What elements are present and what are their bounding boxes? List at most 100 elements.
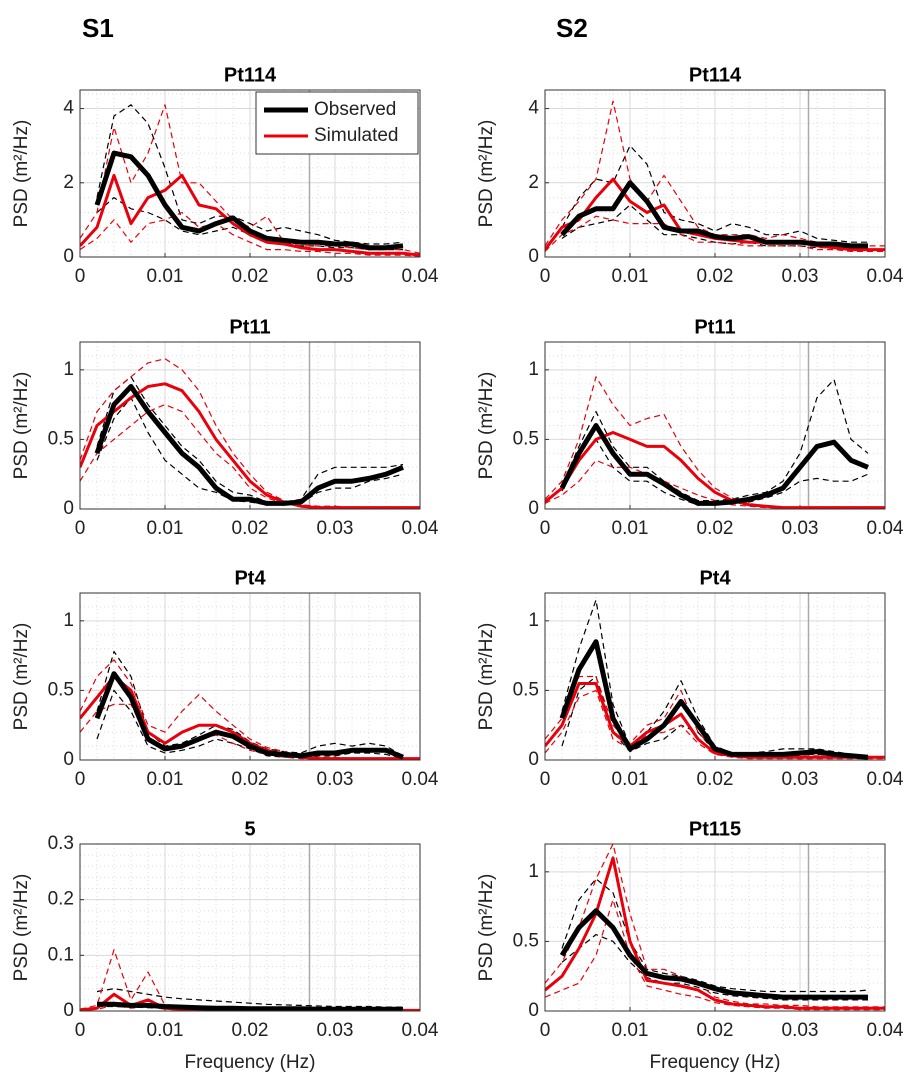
- series-line: [94, 150, 404, 251]
- x-tick-label: 0: [540, 1020, 551, 1041]
- series-line: [545, 856, 885, 1010]
- x-tick-label: 0.01: [612, 1020, 649, 1041]
- band-line: [545, 459, 885, 509]
- chart-title: Pt115: [689, 818, 741, 840]
- axes-box: [544, 592, 886, 761]
- band-line: [96, 397, 404, 506]
- y-tick-label: 0: [528, 749, 539, 770]
- x-tick-label: 0.04: [867, 518, 904, 539]
- series-line: [94, 384, 404, 506]
- x-tick-label: 0.04: [867, 1020, 904, 1041]
- y-tick-label: 0: [63, 246, 74, 267]
- y-tick-label: 0.2: [48, 889, 74, 910]
- y-tick-label: 2: [63, 172, 74, 193]
- y-tick-label: 0: [63, 1000, 74, 1021]
- y-tick-label: 0: [528, 498, 539, 519]
- x-tick-label: 0: [75, 518, 86, 539]
- x-tick-label: 0.02: [232, 518, 269, 539]
- column-label: S1: [82, 13, 114, 43]
- y-tick-label: 1: [63, 359, 74, 380]
- y-axis-label: PSD (m²/Hz): [476, 623, 497, 731]
- band-line: [561, 438, 869, 506]
- chart-title: Pt114: [224, 64, 277, 86]
- plot-lines: [80, 949, 420, 1011]
- y-tick-label: 1: [528, 610, 539, 631]
- plot-lines: [80, 358, 420, 509]
- x-tick-label: 0.04: [867, 769, 904, 790]
- x-tick-label: 0.02: [232, 266, 269, 287]
- y-tick-label: 4: [63, 98, 74, 119]
- series-line: [559, 908, 868, 1000]
- plot-lines: [545, 376, 885, 509]
- y-axis-label: PSD (m²/Hz): [476, 120, 497, 228]
- x-tick-label: 0.04: [402, 769, 439, 790]
- band-line: [96, 197, 403, 251]
- legend-label: Simulated: [314, 125, 399, 146]
- x-tick-label: 0.03: [317, 769, 354, 790]
- series-line: [559, 423, 869, 506]
- x-axis-label: Frequency (Hz): [185, 1052, 316, 1073]
- x-tick-label: 0.01: [612, 518, 649, 539]
- x-tick-label: 0.04: [402, 518, 439, 539]
- axes-box: [79, 843, 421, 1012]
- axes-box: [79, 592, 421, 761]
- x-tick-label: 0.01: [147, 266, 184, 287]
- y-tick-label: 0.5: [48, 428, 74, 449]
- axes-box: [79, 341, 421, 510]
- y-axis-label: PSD (m²/Hz): [476, 372, 497, 480]
- legend-label: Observed: [314, 99, 396, 120]
- y-tick-label: 0.5: [513, 428, 539, 449]
- y-tick-label: 4: [528, 98, 539, 119]
- y-tick-label: 1: [63, 610, 74, 631]
- chart-title: Pt11: [694, 316, 735, 338]
- series-line: [94, 671, 404, 760]
- series-line: [80, 173, 420, 257]
- x-tick-label: 0.02: [697, 769, 734, 790]
- plot-lines: [545, 100, 885, 252]
- y-tick-label: 0: [63, 749, 74, 770]
- x-tick-label: 0.01: [612, 769, 649, 790]
- axes-box: [544, 843, 886, 1012]
- x-tick-label: 0: [75, 1020, 86, 1041]
- x-tick-label: 0.03: [782, 518, 819, 539]
- chart-title: Pt114: [689, 64, 742, 86]
- y-axis-label: PSD (m²/Hz): [11, 372, 32, 480]
- x-axis-label: Frequency (Hz): [650, 1052, 781, 1073]
- y-axis-label: PSD (m²/Hz): [11, 120, 32, 228]
- x-tick-label: 0: [540, 518, 551, 539]
- x-tick-label: 0.01: [147, 1020, 184, 1041]
- x-tick-label: 0.03: [782, 266, 819, 287]
- band-line: [561, 145, 868, 243]
- plot-lines: [80, 104, 420, 257]
- band-line: [96, 988, 403, 1008]
- legend-box: [255, 91, 419, 155]
- axes-box: [544, 341, 886, 510]
- plot-lines: [545, 844, 885, 1011]
- x-tick-label: 0.03: [782, 1020, 819, 1041]
- x-tick-label: 0.03: [317, 266, 354, 287]
- series-line: [559, 639, 869, 760]
- y-tick-label: 1: [528, 861, 539, 882]
- y-tick-label: 0: [528, 246, 539, 267]
- y-tick-label: 0.3: [48, 833, 74, 854]
- y-tick-label: 0.5: [513, 930, 539, 951]
- x-tick-label: 0.01: [147, 769, 184, 790]
- x-tick-label: 0.04: [402, 266, 439, 287]
- y-tick-label: 2: [528, 172, 539, 193]
- band-line: [96, 689, 404, 760]
- band-line: [545, 215, 885, 252]
- chart-title: Pt4: [234, 567, 266, 589]
- band-line: [561, 878, 869, 993]
- series-line: [97, 1001, 403, 1011]
- chart-title: Pt11: [229, 316, 270, 338]
- y-axis-label: PSD (m²/Hz): [11, 874, 32, 982]
- x-tick-label: 0.02: [697, 518, 734, 539]
- x-tick-label: 0.03: [317, 518, 354, 539]
- chart-title: Pt4: [699, 567, 731, 589]
- y-axis-label: PSD (m²/Hz): [11, 623, 32, 731]
- y-axis-label: PSD (m²/Hz): [476, 874, 497, 982]
- y-tick-label: 0.1: [48, 944, 74, 965]
- axes-box: [79, 89, 421, 258]
- x-tick-label: 0: [540, 769, 551, 790]
- x-tick-label: 0: [75, 769, 86, 790]
